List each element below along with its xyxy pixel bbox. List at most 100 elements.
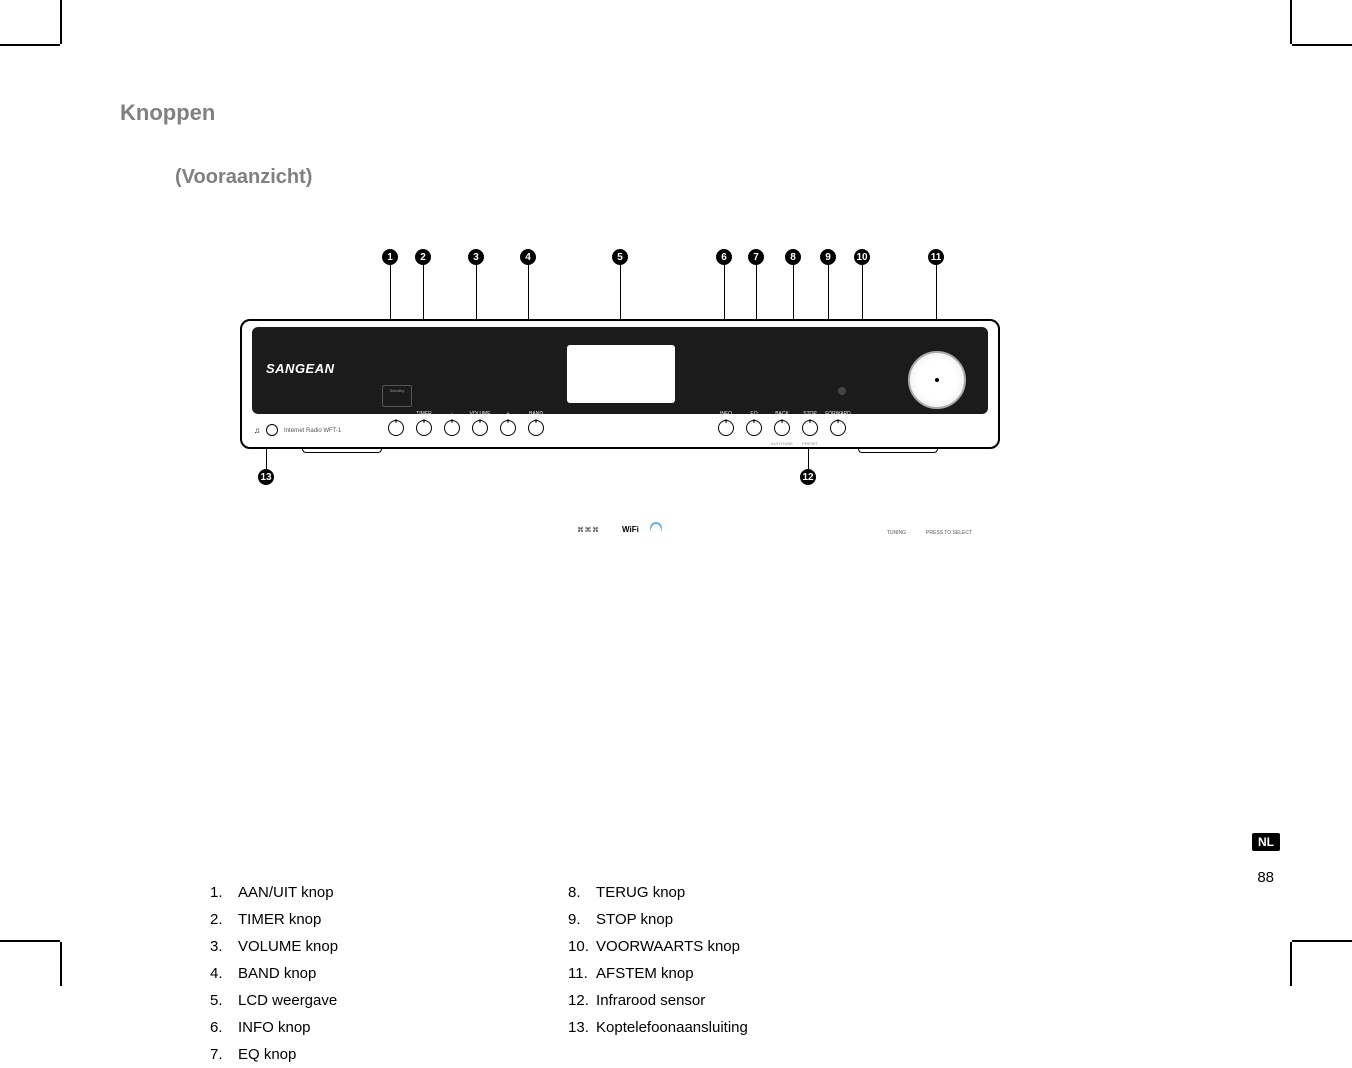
legend-item: 4.BAND knop — [210, 960, 338, 987]
control-knob: INFO — [718, 420, 734, 436]
legend-text: AAN/UIT knop — [238, 879, 334, 906]
legend-num: 8. — [568, 879, 596, 906]
legend-text: Koptelefoonaansluiting — [596, 1014, 748, 1041]
crop-mark — [60, 942, 62, 986]
legend-num: 12. — [568, 987, 596, 1014]
legend-item: 11.AFSTEM knop — [568, 960, 748, 987]
legend-item: 10.VOORWAARTS knop — [568, 933, 748, 960]
callout-bubble: 9 — [820, 249, 836, 265]
legend-text: EQ knop — [238, 1041, 296, 1068]
legend-item: 2.TIMER knop — [210, 906, 338, 933]
device-foot — [302, 447, 382, 453]
knob-label: INFO — [711, 411, 741, 417]
control-knob: VOLUME — [472, 420, 488, 436]
legend-text: INFO knop — [238, 1014, 311, 1041]
knob-label: VOLUME — [465, 411, 495, 417]
crop-mark — [1290, 942, 1292, 986]
legend-item: 5.LCD weergave — [210, 987, 338, 1014]
headphone-jack — [266, 424, 278, 436]
legend-num: 2. — [210, 906, 238, 933]
lcd-screen — [567, 345, 675, 403]
knob-label: BACK — [767, 411, 797, 417]
legend-text: TIMER knop — [238, 906, 321, 933]
page-content: Knoppen (Vooraanzicht) 12345678910111213… — [120, 100, 1240, 1068]
knob-label: - — [437, 411, 467, 417]
legend-item: 7.EQ knop — [210, 1041, 338, 1068]
control-knob: FORWARD — [830, 420, 846, 436]
knob-label: STOP — [795, 411, 825, 417]
legend-right: 8.TERUG knop9.STOP knop10.VOORWAARTS kno… — [568, 879, 748, 1068]
control-knob: EQ — [746, 420, 762, 436]
legend-left: 1.AAN/UIT knop2.TIMER knop3.VOLUME knop4… — [210, 879, 338, 1068]
device-diagram: 12345678910111213 SANGEAN Standby ♫ Inte… — [240, 249, 1060, 549]
knob-label: BAND — [521, 411, 551, 417]
legend-num: 1. — [210, 879, 238, 906]
knob-sublabel: PRESET — [790, 441, 830, 446]
legend-text: TERUG knop — [596, 879, 685, 906]
page-subtitle: (Vooraanzicht) — [175, 166, 1240, 189]
knob-label: TIMER — [409, 411, 439, 417]
legend-text: AFSTEM knop — [596, 960, 694, 987]
tuning-dial — [908, 351, 966, 409]
legend-num: 13. — [568, 1014, 596, 1041]
knob-label: FORWARD — [823, 411, 853, 417]
crop-mark — [60, 0, 62, 44]
control-knob: BAND — [528, 420, 544, 436]
control-knob — [388, 420, 404, 436]
press-select-label: PRESS TO SELECT — [926, 530, 972, 536]
legend-item: 8.TERUG knop — [568, 879, 748, 906]
control-knob: + — [500, 420, 516, 436]
crop-mark — [0, 44, 60, 46]
legend-text: VOLUME knop — [238, 933, 338, 960]
legend-text: LCD weergave — [238, 987, 337, 1014]
language-badge: NL — [1252, 833, 1280, 851]
control-strip: ♫ Internet Radio WFT-1 TIMER-VOLUME+BAND… — [252, 418, 988, 446]
callout-bubble: 5 — [612, 249, 628, 265]
legend-num: 6. — [210, 1014, 238, 1041]
callout-bubble: 12 — [800, 469, 816, 485]
callout-bubble: 6 — [716, 249, 732, 265]
callout-bubble: 2 — [415, 249, 431, 265]
legend-num: 10. — [568, 933, 596, 960]
callout-bubble: 7 — [748, 249, 764, 265]
tuning-label: TUNING — [887, 530, 906, 536]
crop-mark — [1292, 44, 1352, 46]
callout-bubble: 8 — [785, 249, 801, 265]
legend-item: 13.Koptelefoonaansluiting — [568, 1014, 748, 1041]
ir-sensor — [838, 387, 846, 395]
callout-bubble: 10 — [854, 249, 870, 265]
legend-item: 12.Infrarood sensor — [568, 987, 748, 1014]
legend-num: 7. — [210, 1041, 238, 1068]
control-knob: TIMER — [416, 420, 432, 436]
legend-num: 5. — [210, 987, 238, 1014]
wifi-label: WiFi — [622, 525, 639, 534]
legend-item: 1.AAN/UIT knop — [210, 879, 338, 906]
knob-label: + — [493, 411, 523, 417]
callout-bubble: 13 — [258, 469, 274, 485]
legend-num: 3. — [210, 933, 238, 960]
legend-text: STOP knop — [596, 906, 673, 933]
headphone-icon: ♫ — [254, 426, 260, 435]
crop-mark — [0, 940, 60, 942]
legend-text: BAND knop — [238, 960, 316, 987]
control-knob: - — [444, 420, 460, 436]
reciva-logo: ⌘⌘⌘ — [577, 526, 600, 534]
callout-bubble: 1 — [382, 249, 398, 265]
legend-item: 9.STOP knop — [568, 906, 748, 933]
callout-bubble: 11 — [928, 249, 944, 265]
standby-label: Standby — [382, 385, 412, 407]
wifi-icon — [648, 520, 665, 537]
page-title: Knoppen — [120, 100, 1240, 126]
page-number: 88 — [1257, 869, 1274, 886]
legend-text: VOORWAARTS knop — [596, 933, 740, 960]
callout-bubble: 4 — [520, 249, 536, 265]
control-knob: STOPPRESET — [802, 420, 818, 436]
legend-item: 6.INFO knop — [210, 1014, 338, 1041]
device-foot — [858, 447, 938, 453]
legend-num: 9. — [568, 906, 596, 933]
legend-text: Infrarood sensor — [596, 987, 705, 1014]
legend-num: 4. — [210, 960, 238, 987]
knob-label: EQ — [739, 411, 769, 417]
legend: 1.AAN/UIT knop2.TIMER knop3.VOLUME knop4… — [210, 879, 1240, 1068]
control-knob: BACKAUTOTUNE — [774, 420, 790, 436]
